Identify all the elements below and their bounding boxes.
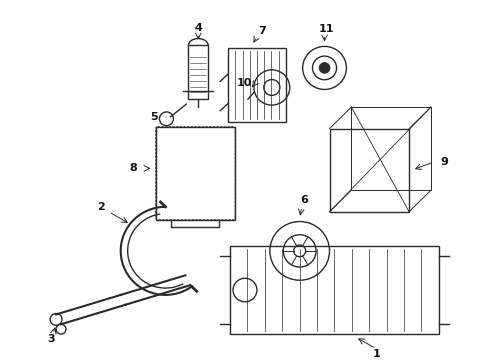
Text: 9: 9: [440, 157, 448, 167]
Text: 7: 7: [258, 26, 266, 36]
Text: 11: 11: [319, 24, 334, 34]
Circle shape: [319, 63, 330, 73]
Text: 5: 5: [150, 112, 157, 122]
Text: 8: 8: [130, 163, 138, 174]
Text: 10: 10: [236, 78, 252, 87]
Bar: [155, 127, 235, 220]
Bar: [188, 45, 208, 99]
Bar: [329, 129, 409, 212]
Text: 6: 6: [301, 195, 309, 205]
Text: 1: 1: [372, 348, 380, 359]
Text: 2: 2: [97, 202, 105, 212]
Text: 4: 4: [195, 23, 202, 33]
Bar: [228, 48, 286, 122]
Text: 3: 3: [48, 334, 55, 344]
Bar: [230, 246, 439, 334]
